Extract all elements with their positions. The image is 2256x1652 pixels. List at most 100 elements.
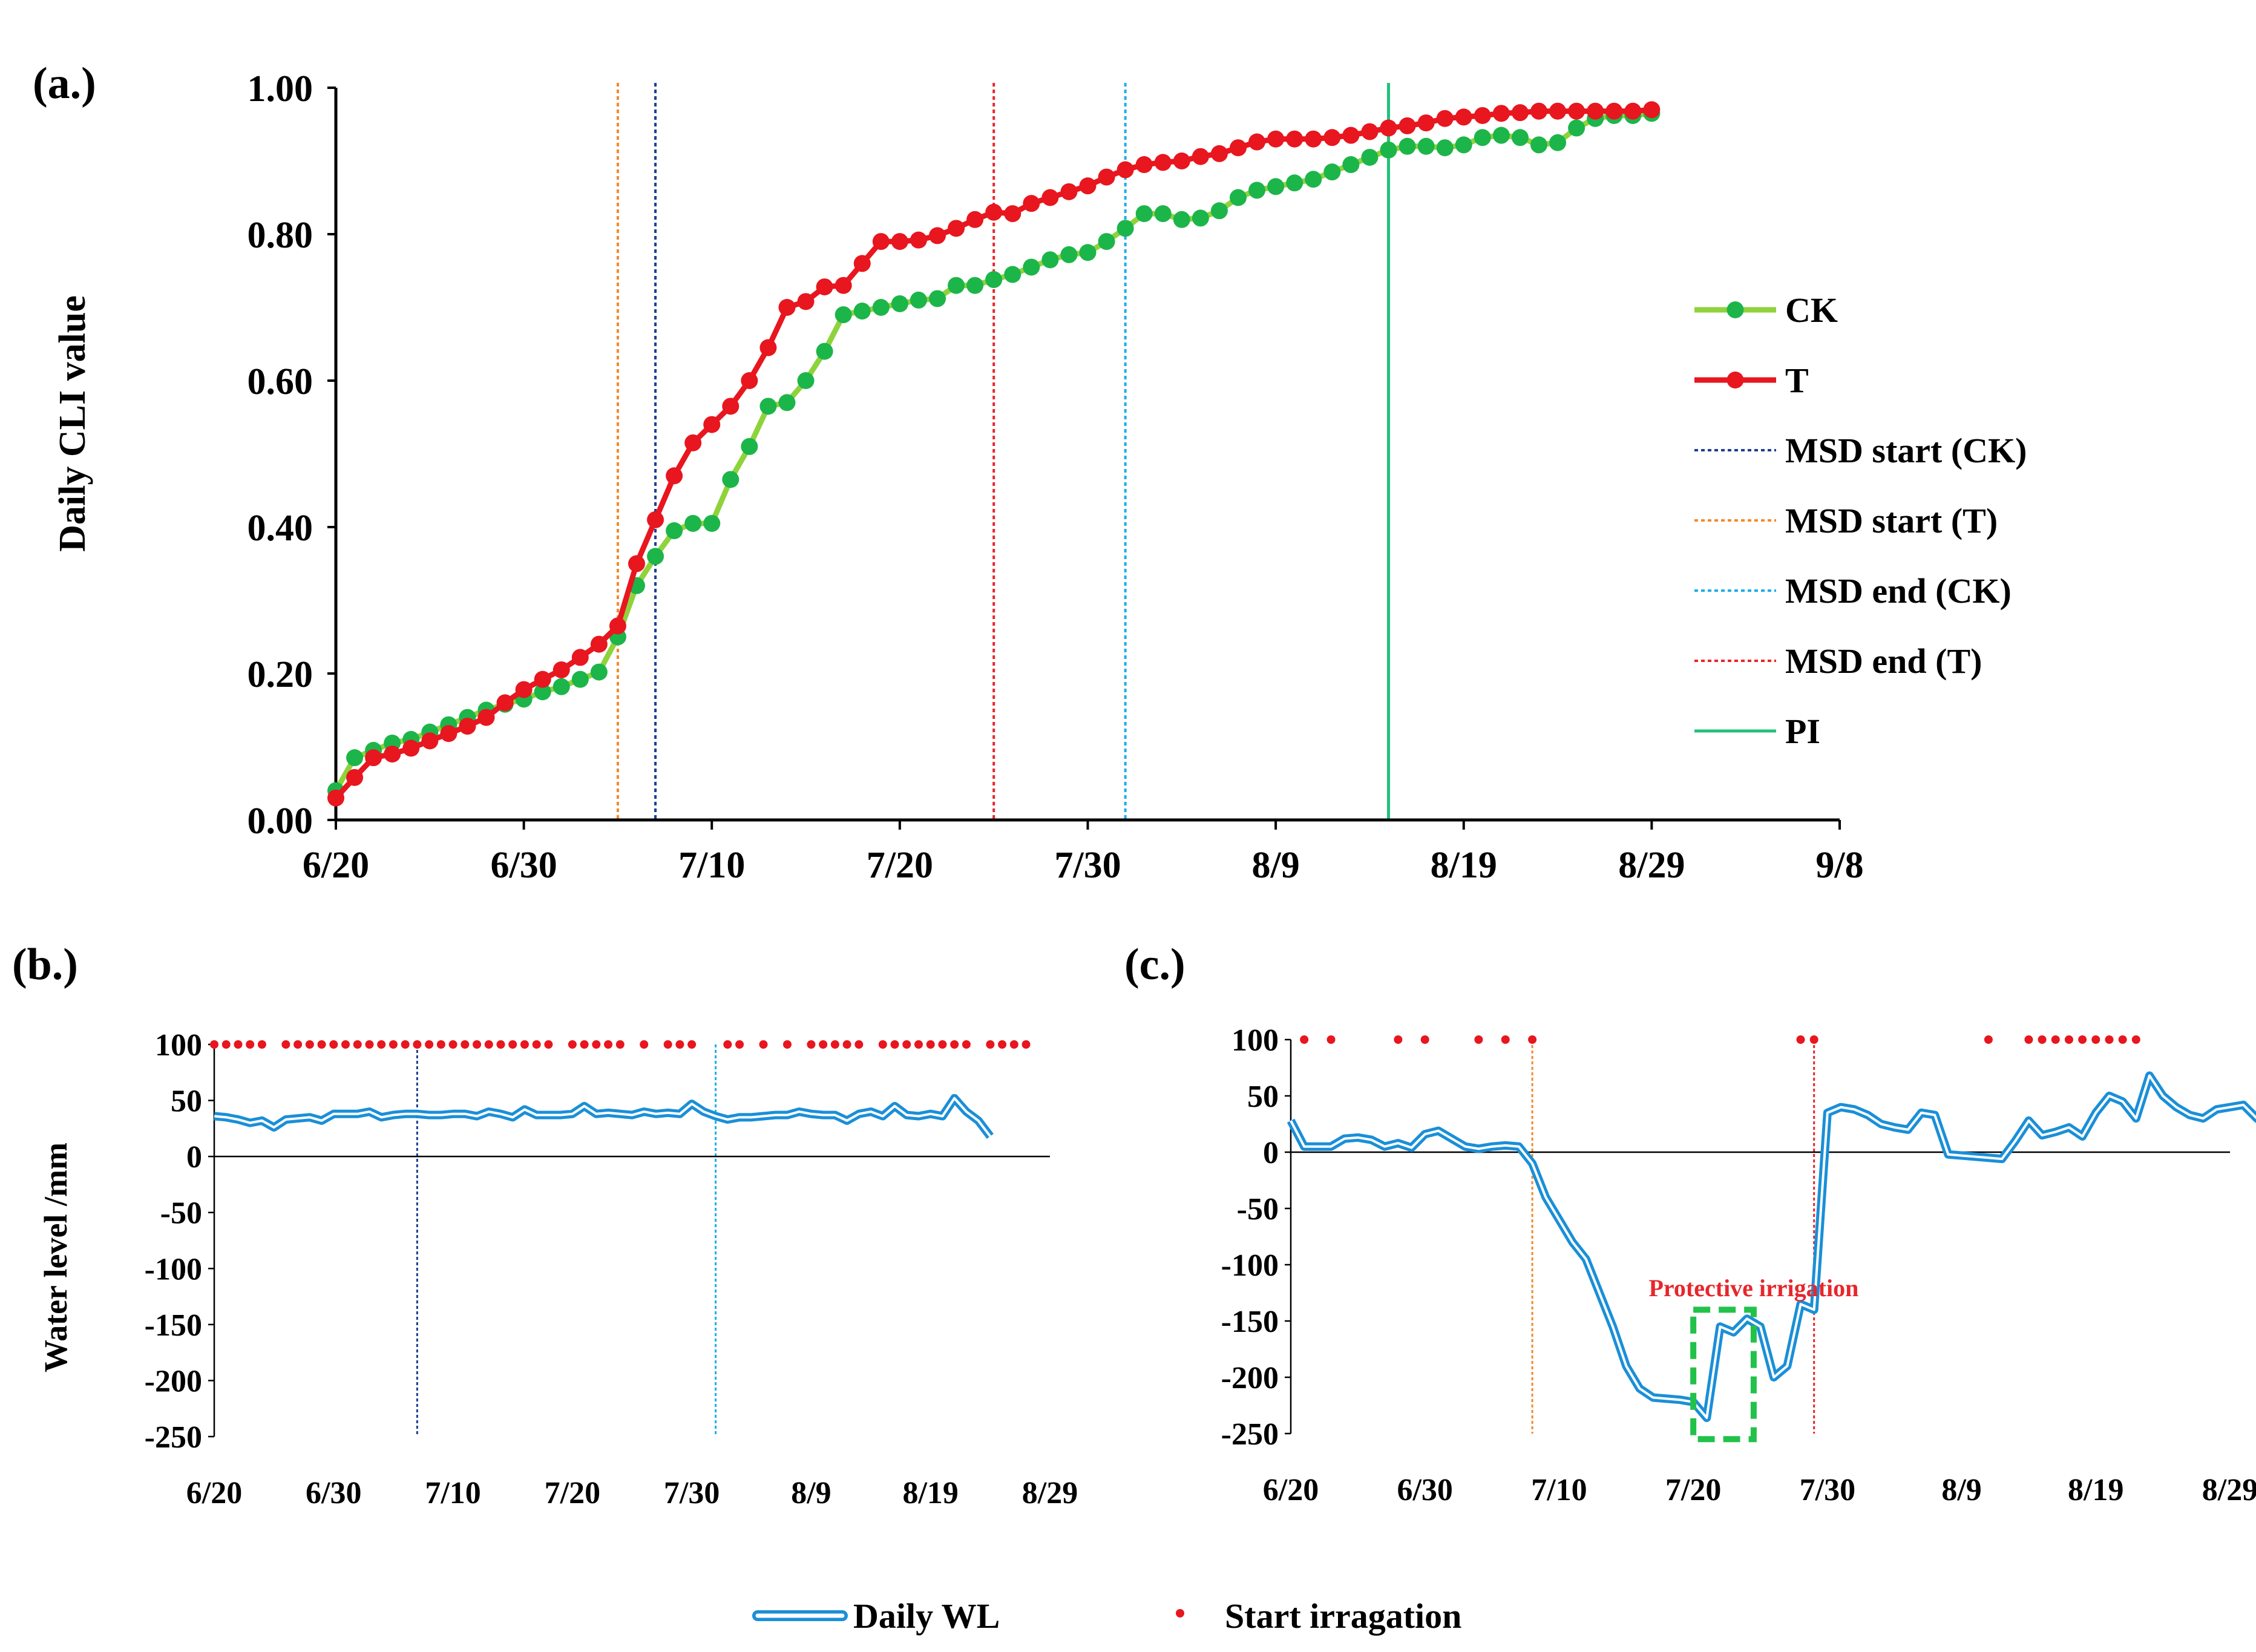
panel-a-point-t [853,255,871,272]
panel-b-irrigation-marker [484,1040,493,1049]
panel-b-irrigation-marker [878,1040,887,1049]
panel-a-point-ck [1568,119,1585,137]
panel-a-point-t [1624,102,1642,120]
panel-a-point-ck [1135,205,1153,223]
panel-b-irrigation-marker [663,1040,672,1049]
panel-a-point-ck [778,394,796,411]
panel-c-irrigation-marker [1420,1035,1429,1044]
legend-start-irrigation: Start irragation [1176,1596,1461,1636]
panel-c-chart: (c.) 100 50 0 -50 -100 -150 -200 -250 6/20 6/30 7/… [1124,940,2256,1507]
panel-c-x-tick-label: 7/10 [1531,1473,1587,1507]
panel-a-point-t [703,416,721,433]
panel-a-point-t [1154,154,1172,171]
panel-a-point-t [1098,168,1115,186]
panel-a-x-tick-label: 6/20 [303,845,369,886]
panel-b-irrigation-marker [998,1040,1007,1049]
panel-a-point-t [1549,102,1567,120]
panel-b-y-tick-label: -250 [145,1420,202,1455]
panel-b-irrigation-marker [221,1040,231,1049]
legend-start-irrigation-label: Start irragation [1225,1596,1461,1636]
panel-b-irrigation-marker [544,1040,553,1049]
panel-c-axes: 100 50 0 -50 -100 -150 -200 -250 6/20 6/30 7/10 7/2… [1221,1023,2256,1507]
panel-c-x-tick-label: 6/30 [1397,1473,1452,1507]
panel-a-point-t [797,293,815,310]
panel-b-irrigation-marker [1021,1040,1031,1049]
panel-b-x-tick-label: 7/10 [425,1476,480,1510]
panel-a-point-t [816,278,833,296]
panel-b-y-tick-label: 100 [155,1028,202,1063]
panel-c-x-tick-label: 7/20 [1665,1473,1721,1507]
panel-a-point-t [477,709,495,726]
panel-c-x-tick-label: 6/20 [1263,1473,1319,1507]
panel-c-irrigation-marker [1326,1035,1336,1044]
panel-a-point-t [722,398,739,415]
panel-a-point-t [496,694,514,712]
legend-msd-start-ck-label: MSD start (CK) [1785,431,2027,470]
panel-a-point-t [1605,102,1623,120]
panel-a-point-ck [1192,209,1209,227]
panel-c-irrigation-marker [2024,1035,2033,1044]
panel-a-point-t [1060,183,1078,200]
panel-a-point-t [1041,189,1059,206]
panel-a-point-t [1230,139,1247,157]
panel-b-irrigation-marker [365,1040,374,1049]
panel-a-point-t [515,681,533,698]
panel-b-irrigation-marker [413,1040,422,1049]
panel-a-point-ck [571,670,589,688]
panel-a-point-ck [985,271,1003,289]
panel-a-point-t [1004,205,1021,223]
panel-a-point-t [1436,110,1454,127]
panel-a-y-tick-label: 0.60 [248,361,313,402]
protective-irrigation-label: Protective irrigation [1648,1274,1858,1302]
panel-a-point-t [910,231,927,249]
panel-a-point-t [1173,152,1190,169]
panel-c-irrigation-marker [1394,1035,1403,1044]
panel-b-irrigation-marker [580,1040,589,1049]
panel-a-point-t [590,635,608,653]
panel-a-point-t [666,467,683,485]
panel-b-irrigation-marker [723,1040,732,1049]
panel-a-point-t [929,227,946,244]
panel-b-label: (b.) [12,940,78,989]
legend-t-marker [1726,372,1744,388]
panel-a-point-t [1117,161,1134,179]
panel-a-point-t [534,670,551,688]
panel-a-point-ck [684,514,702,532]
panel-a-series [327,101,1661,807]
legend-msd-end-ck-label: MSD end (CK) [1785,571,2012,611]
panel-b-irrigation-marker [246,1040,255,1049]
panel-a-chart: (a.) Daily CLI value 0.00 0.20 0.40 0.60 0.8… [33,59,2027,886]
panel-a-point-t [1361,123,1379,140]
panel-a-point-ck [1323,163,1341,181]
legend-daily-wl-label: Daily WL [853,1596,1000,1636]
panel-c-irrigation-marker [2091,1035,2100,1044]
panel-a-point-ck [1079,244,1097,261]
panel-a-legend: CK T MSD start (CK) MSD start (T) MSD end (C… [1694,290,2027,751]
panel-b-irrigation-marker [914,1040,923,1049]
panel-b-irrigation-marker [377,1040,386,1049]
panel-a-point-t [778,299,796,316]
panel-a-point-ck [759,398,777,415]
panel-a-point-ck [1549,134,1567,151]
panel-a-point-ck [1436,139,1454,157]
panel-b-y-tick-label: -150 [145,1308,202,1343]
panel-a-point-ck [1455,136,1472,154]
panel-a-x-tick-label: 8/9 [1252,845,1300,886]
panel-c-irrigation-marker [1796,1035,1805,1044]
panel-a-point-ck [1399,137,1416,155]
panel-a-point-ck [966,277,984,294]
panel-a-point-t [647,511,664,528]
panel-b-irrigation-marker [830,1040,839,1049]
panel-a-point-t [1267,130,1285,148]
panel-b-x-tick-label: 8/19 [902,1476,958,1510]
panel-b-irrigation-marker [568,1040,577,1049]
panel-a-y-tick-label: 0.40 [248,508,313,549]
panel-a-point-ck [1380,141,1397,159]
panel-a-point-ck [703,514,721,532]
panel-c-x-tick-label: 8/9 [1941,1473,1981,1507]
panel-a-point-ck [1248,182,1266,199]
panel-b-irrigation-marker [782,1040,792,1049]
panel-b-irrigation-marker [926,1040,935,1049]
panel-b-series [210,1040,1031,1139]
